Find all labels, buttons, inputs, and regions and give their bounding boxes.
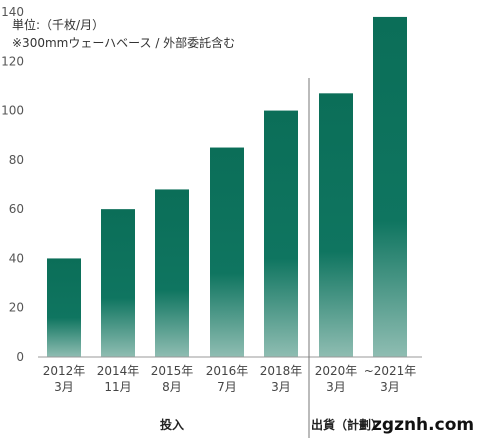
x-tick-label: ~2021年 — [364, 364, 417, 378]
bar — [319, 93, 353, 358]
y-tick-label: 20 — [9, 301, 24, 315]
x-tick-label: 11月 — [104, 380, 131, 394]
x-tick-label: 7月 — [217, 380, 237, 394]
x-tick-label: 2015年 — [151, 364, 194, 378]
watermark-text: zgznh.com — [372, 415, 474, 435]
group-labels: 投入 出貨（計劃） — [160, 417, 383, 432]
group-label: 投入 — [160, 417, 184, 432]
x-tick-label: 2016年 — [206, 364, 249, 378]
y-tick-label: 80 — [9, 153, 24, 167]
x-tick-label: 2018年 — [260, 364, 303, 378]
x-tick-label: 3月 — [380, 380, 400, 394]
bar — [373, 16, 407, 358]
x-tick-label: 8月 — [162, 380, 182, 394]
x-axis-labels: 2012年 3月 2014年 11月 2015年 8月 2016年 7月 2018年 3月 2020… — [43, 364, 417, 394]
base-note: ※300mmウェーハベース / 外部委託含む — [12, 35, 235, 50]
unit-note: 単位:（千枚/月） — [12, 17, 104, 32]
x-tick-label: 2014年 — [97, 364, 140, 378]
x-tick-label: 3月 — [54, 380, 74, 394]
y-tick-label: 140 — [1, 5, 24, 19]
bar — [210, 147, 244, 357]
group-label: 出貨（計劃） — [311, 417, 383, 432]
y-tick-label: 0 — [16, 350, 24, 364]
bars — [47, 16, 407, 358]
y-tick-label: 60 — [9, 202, 24, 216]
y-tick-label: 120 — [1, 54, 24, 68]
y-tick-label: 40 — [9, 251, 24, 265]
y-tick-label: 100 — [1, 104, 24, 118]
x-tick-label: 2012年 — [43, 364, 86, 378]
bar — [101, 209, 135, 357]
y-axis-ticks: 0 20 40 60 80 100 120 140 — [1, 5, 24, 364]
x-tick-label: 2020年 — [315, 364, 358, 378]
x-tick-label: 3月 — [271, 380, 291, 394]
bar — [264, 110, 298, 357]
bar — [47, 258, 81, 357]
x-tick-label: 3月 — [326, 380, 346, 394]
bar — [155, 189, 189, 357]
